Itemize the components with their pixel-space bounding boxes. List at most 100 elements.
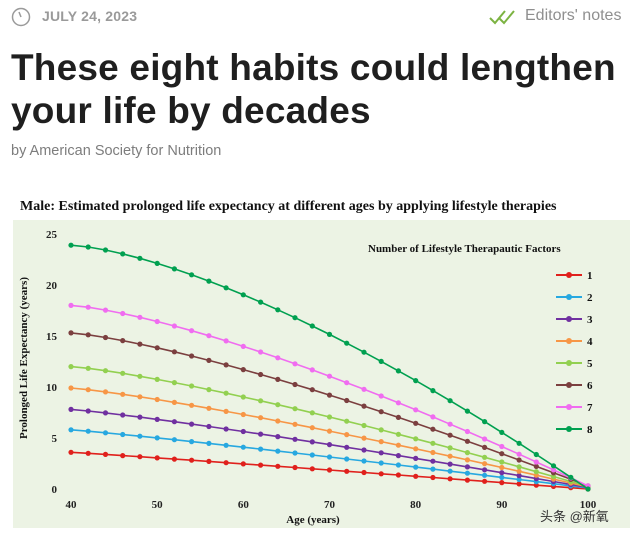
data-point-series-5 <box>464 450 470 456</box>
data-point-series-5 <box>171 380 177 386</box>
data-point-series-6 <box>482 444 488 450</box>
legend-label-4: 4 <box>587 336 593 348</box>
data-point-series-8 <box>102 247 109 253</box>
data-point-series-7 <box>102 307 109 313</box>
data-point-series-4 <box>240 411 246 418</box>
data-point-series-8 <box>568 474 574 480</box>
data-point-series-8 <box>482 419 488 425</box>
y-tick-label: 25 <box>46 229 58 241</box>
data-point-series-7 <box>482 436 488 442</box>
data-point-series-2 <box>85 428 91 434</box>
data-point-series-3 <box>464 464 470 470</box>
data-point-series-1 <box>464 477 470 483</box>
data-point-series-6 <box>137 341 143 347</box>
data-point-series-1 <box>292 464 298 471</box>
data-point-series-8 <box>309 323 315 329</box>
legend-label-8: 8 <box>587 424 593 436</box>
data-point-series-6 <box>189 353 195 359</box>
data-point-series-5 <box>275 402 281 408</box>
data-point-series-5 <box>258 398 264 404</box>
category-link[interactable]: Editors' notes <box>525 7 622 24</box>
data-point-series-7 <box>499 443 505 450</box>
data-point-series-7 <box>430 414 436 420</box>
data-point-series-6 <box>516 457 522 463</box>
data-point-series-4 <box>499 464 505 471</box>
data-point-series-1 <box>482 478 488 484</box>
data-point-series-7 <box>120 310 126 317</box>
data-point-series-3 <box>154 416 160 422</box>
data-point-series-8 <box>499 429 505 435</box>
data-point-series-7 <box>85 304 91 310</box>
data-point-series-1 <box>326 467 333 473</box>
x-tick-label: 60 <box>238 499 250 511</box>
y-axis-label: Prolonged Life Expectancy (years) <box>18 277 30 439</box>
data-point-series-4 <box>275 418 281 424</box>
data-point-series-6 <box>464 438 470 444</box>
data-point-series-7 <box>395 400 401 406</box>
data-point-series-6 <box>68 330 74 336</box>
data-point-series-8 <box>171 266 177 272</box>
data-point-series-2 <box>499 474 505 480</box>
data-point-series-1 <box>137 454 143 460</box>
data-point-series-1 <box>395 472 401 478</box>
data-point-series-2 <box>326 454 333 460</box>
data-point-series-7 <box>309 367 315 373</box>
data-point-series-1 <box>258 462 264 468</box>
data-point-series-6 <box>533 463 539 469</box>
data-point-series-8 <box>240 292 246 298</box>
data-point-series-2 <box>206 440 212 446</box>
data-point-series-4 <box>482 461 488 467</box>
data-point-series-8 <box>361 349 367 355</box>
article-byline[interactable]: by American Society for Nutrition <box>11 143 222 159</box>
data-point-series-8 <box>258 299 264 305</box>
data-point-series-2 <box>258 446 264 452</box>
data-point-series-8 <box>137 255 143 261</box>
data-point-series-8 <box>533 451 539 458</box>
legend-label-1: 1 <box>587 270 593 282</box>
clock-icon <box>11 7 31 27</box>
data-point-series-5 <box>550 473 557 480</box>
legend-swatch-marker-6 <box>566 382 572 388</box>
data-point-series-4 <box>102 389 109 395</box>
data-point-series-5 <box>413 436 419 442</box>
data-point-series-6 <box>378 409 384 415</box>
data-point-series-8 <box>223 285 229 291</box>
data-point-series-3 <box>413 455 419 461</box>
data-point-series-5 <box>482 454 488 460</box>
data-point-series-8 <box>395 368 401 374</box>
data-point-series-2 <box>482 472 488 478</box>
data-point-series-2 <box>292 450 298 456</box>
data-point-series-5 <box>447 445 453 451</box>
data-point-series-4 <box>137 394 143 400</box>
data-point-series-2 <box>223 442 229 448</box>
data-point-series-2 <box>309 452 315 458</box>
data-point-series-7 <box>189 328 195 334</box>
legend-swatch-marker-1 <box>566 272 572 278</box>
data-point-series-4 <box>361 435 367 441</box>
data-point-series-1 <box>189 457 195 463</box>
data-point-series-8 <box>447 398 453 404</box>
data-point-series-6 <box>240 367 246 373</box>
data-point-series-3 <box>223 426 229 432</box>
data-point-series-2 <box>189 439 195 445</box>
legend-label-7: 7 <box>587 402 593 414</box>
data-point-series-2 <box>464 470 470 476</box>
data-point-series-2 <box>344 456 350 462</box>
data-point-series-5 <box>120 370 126 376</box>
data-point-series-3 <box>430 458 436 464</box>
data-point-series-3 <box>171 419 177 425</box>
data-point-series-8 <box>344 340 350 346</box>
data-point-series-4 <box>292 421 298 427</box>
data-point-series-1 <box>223 460 229 466</box>
data-point-series-5 <box>499 459 505 465</box>
legend-label-3: 3 <box>587 314 593 326</box>
data-point-series-2 <box>430 466 436 472</box>
data-point-series-2 <box>68 427 74 433</box>
data-point-series-2 <box>102 430 109 436</box>
data-point-series-2 <box>154 435 160 441</box>
data-point-series-8 <box>85 244 91 250</box>
legend-title: Number of Lifestyle Therapautic Factors <box>368 243 561 255</box>
data-point-series-7 <box>533 459 539 465</box>
data-point-series-6 <box>171 349 177 355</box>
data-point-series-1 <box>275 463 281 469</box>
